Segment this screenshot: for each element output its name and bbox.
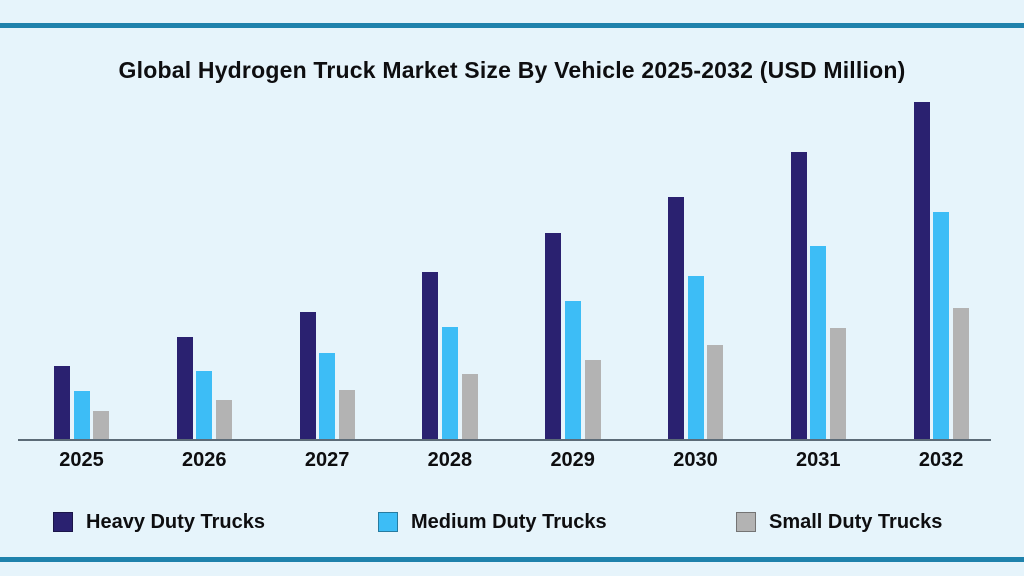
x-axis-line — [18, 439, 991, 441]
x-label-2029: 2029 — [550, 449, 595, 471]
legend-label-heavy-duty-trucks: Heavy Duty Trucks — [86, 510, 265, 533]
legend-item-heavy-duty-trucks: Heavy Duty Trucks — [53, 510, 265, 534]
x-label-2030: 2030 — [673, 449, 718, 471]
legend-label-medium-duty-trucks: Medium Duty Trucks — [411, 510, 607, 533]
bar-heavy-duty-trucks-2030 — [667, 197, 684, 440]
bar-heavy-duty-trucks-2028 — [422, 272, 439, 440]
bar-small-duty-trucks-2029 — [584, 360, 601, 440]
bar-small-duty-trucks-2032 — [952, 308, 969, 440]
bar-medium-duty-trucks-2026 — [196, 371, 213, 440]
bar-heavy-duty-trucks-2029 — [545, 233, 562, 440]
bar-medium-duty-trucks-2025 — [73, 391, 90, 440]
legend-swatch-heavy-duty-trucks — [53, 512, 73, 532]
x-label-2027: 2027 — [304, 449, 350, 471]
legend-swatch-medium-duty-trucks — [378, 512, 398, 532]
bar-heavy-duty-trucks-2032 — [913, 102, 930, 440]
bar-small-duty-trucks-2028 — [461, 374, 478, 440]
legend-swatch-small-duty-trucks — [736, 512, 756, 532]
bar-medium-duty-trucks-2027 — [319, 353, 336, 440]
legend-item-small-duty-trucks: Small Duty Trucks — [736, 510, 942, 534]
bar-medium-duty-trucks-2032 — [933, 212, 950, 440]
bar-heavy-duty-trucks-2026 — [176, 337, 193, 440]
bar-heavy-duty-trucks-2025 — [53, 366, 70, 440]
bar-medium-duty-trucks-2030 — [687, 276, 704, 440]
bar-small-duty-trucks-2030 — [707, 345, 724, 440]
x-label-2031: 2031 — [796, 449, 841, 471]
x-label-2028: 2028 — [427, 449, 473, 471]
legend-item-medium-duty-trucks: Medium Duty Trucks — [378, 510, 607, 534]
bar-medium-duty-trucks-2028 — [442, 327, 458, 440]
top-divider-line — [0, 23, 1024, 28]
bar-small-duty-trucks-2031 — [830, 328, 847, 440]
bar-medium-duty-trucks-2031 — [810, 246, 827, 440]
bar-small-duty-trucks-2025 — [93, 411, 110, 440]
bar-small-duty-trucks-2026 — [216, 400, 233, 440]
bottom-divider-line — [0, 557, 1024, 562]
x-label-2025: 2025 — [59, 449, 104, 471]
x-label-2026: 2026 — [182, 449, 227, 471]
bar-heavy-duty-trucks-2031 — [790, 152, 807, 440]
x-label-2032: 2032 — [918, 449, 964, 471]
bar-small-duty-trucks-2027 — [338, 390, 355, 440]
bar-heavy-duty-trucks-2027 — [299, 312, 316, 440]
bar-medium-duty-trucks-2029 — [564, 301, 581, 440]
chart-title: Global Hydrogen Truck Market Size By Veh… — [118, 57, 906, 83]
legend-label-small-duty-trucks: Small Duty Trucks — [769, 510, 943, 533]
